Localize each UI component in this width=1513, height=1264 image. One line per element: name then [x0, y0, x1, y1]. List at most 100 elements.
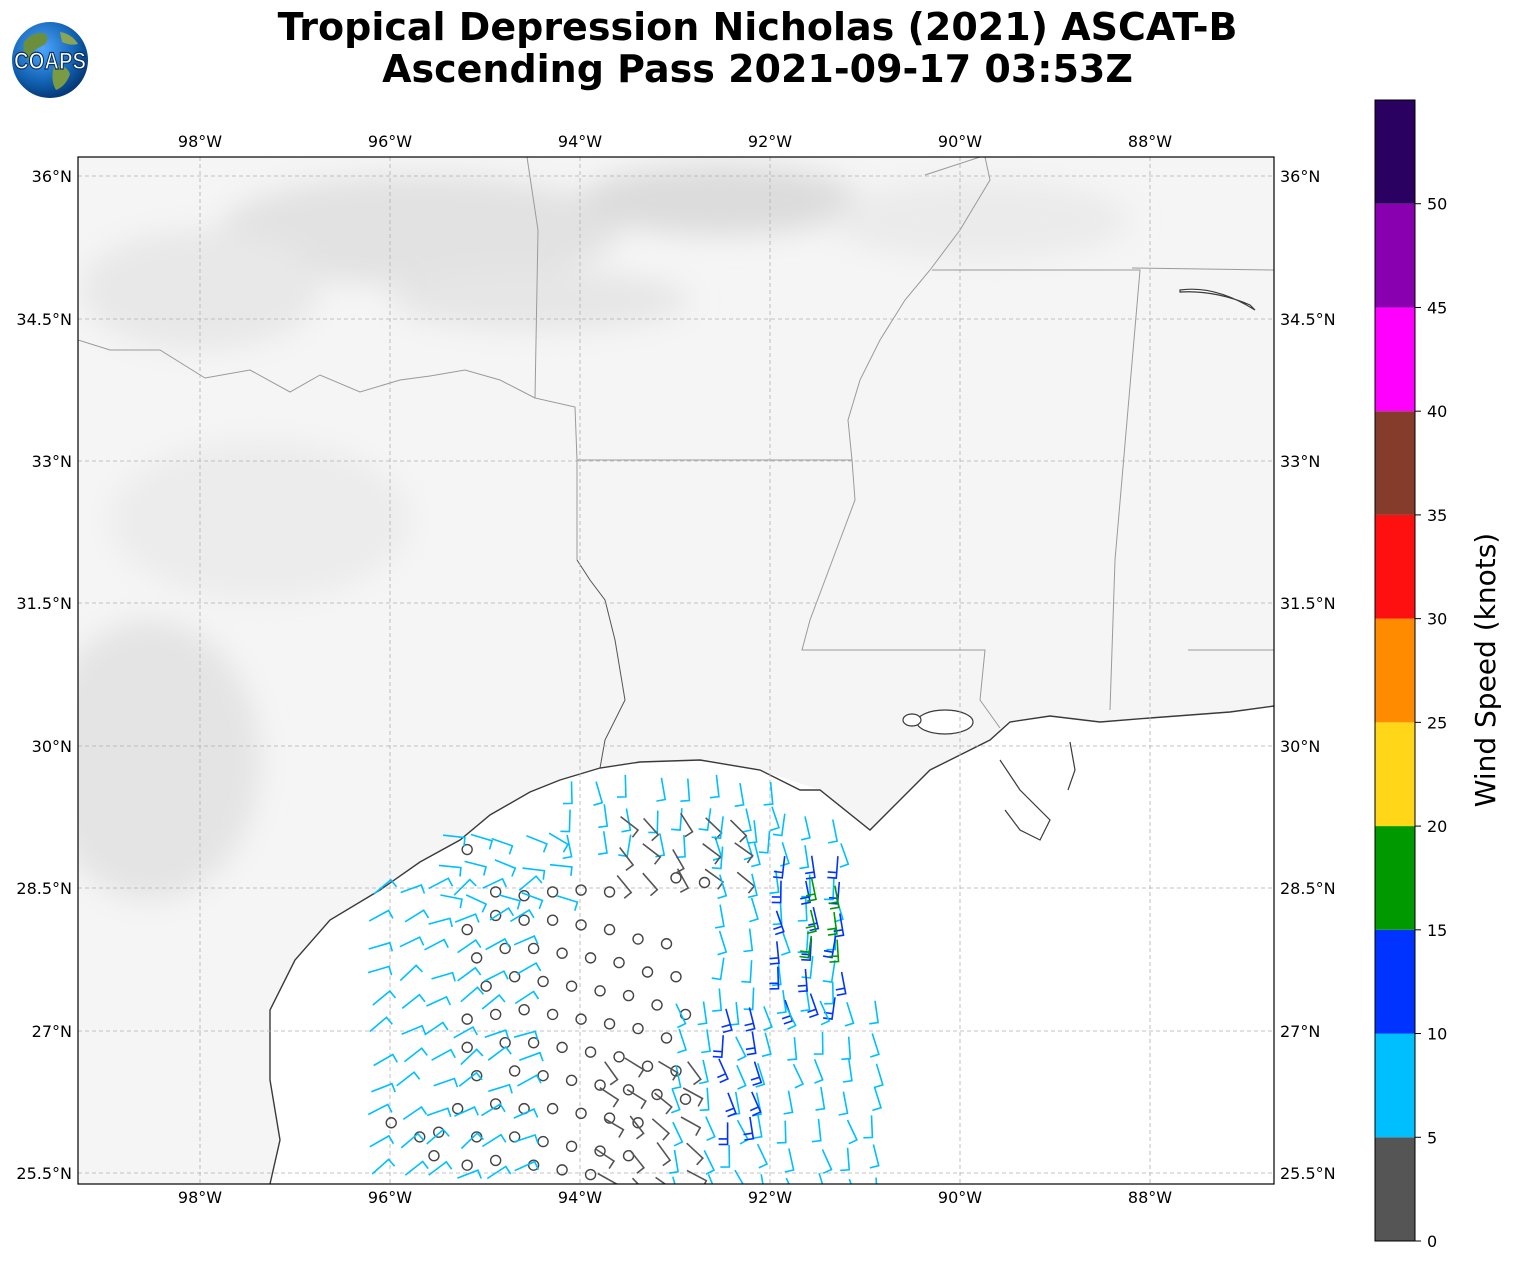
wind-barb — [781, 931, 791, 956]
wind-barb — [519, 1051, 544, 1062]
wind-barb — [513, 935, 539, 946]
wind-barb — [718, 1122, 729, 1146]
wind-barb — [747, 820, 758, 844]
wind-barb — [752, 1092, 763, 1117]
wind-barb — [465, 894, 488, 913]
wind-barb — [781, 999, 794, 1025]
calm-wind-marker — [679, 1093, 692, 1105]
calm-wind-marker — [632, 1117, 644, 1129]
wind-barb — [813, 1031, 824, 1055]
wind-barb — [597, 831, 608, 856]
wind-barb — [556, 894, 579, 911]
lon-tick-bottom: 90°W — [938, 1188, 982, 1207]
colorbar: 0 5 10 15 20 25 30 35 40 45 50 Wind Speed (knots) — [1374, 99, 1502, 1251]
lat-tick-right: 31.5°N — [1280, 594, 1336, 613]
lon-tick-bottom: 94°W — [558, 1188, 602, 1207]
wind-barb — [769, 941, 780, 965]
wind-barb — [800, 880, 812, 905]
wind-barb — [712, 1035, 724, 1059]
wind-barb — [516, 962, 542, 975]
wind-barb — [784, 1148, 795, 1173]
wind-barb — [655, 1176, 667, 1184]
wind-barb — [771, 962, 782, 987]
lat-tick-left: 36°N — [32, 167, 72, 186]
logo-text: COAPS — [14, 48, 86, 75]
calm-wind-marker — [489, 886, 502, 898]
wind-barb — [755, 1063, 766, 1088]
wind-barb — [752, 1114, 763, 1140]
lat-tick-left: 30°N — [32, 737, 72, 756]
wind-barb — [744, 1007, 756, 1032]
wind-barb — [712, 988, 723, 1012]
wind-barb — [773, 856, 786, 879]
wind-barb — [745, 1031, 757, 1056]
wind-barb — [800, 816, 811, 841]
wind-barb — [371, 1082, 396, 1093]
wind-barb — [863, 1115, 874, 1139]
wind-barb — [750, 1061, 763, 1087]
colorbar-bin — [1375, 100, 1415, 204]
longitude-ticks-top: 98°W 96°W 94°W 92°W 90°W 88°W — [178, 132, 1172, 151]
colorbar-tick-label: 40 — [1427, 402, 1447, 421]
wind-barb — [400, 883, 426, 894]
wind-barb — [404, 1160, 429, 1176]
wind-barb — [654, 1092, 673, 1115]
wind-barb — [676, 834, 686, 859]
wind-barb — [675, 1003, 687, 1029]
wind-barb — [870, 1033, 880, 1058]
wind-barb — [819, 1000, 831, 1026]
wind-barb — [801, 874, 812, 898]
wind-barb — [844, 1001, 855, 1027]
colorbar-tick-label: 30 — [1427, 610, 1447, 629]
lat-tick-right: 27°N — [1280, 1022, 1320, 1041]
wind-barb — [428, 917, 453, 928]
wind-barb — [489, 906, 515, 921]
wind-barb — [792, 1063, 805, 1089]
lon-tick-top: 94°W — [558, 132, 602, 151]
lat-tick-left: 28.5°N — [16, 879, 72, 898]
calm-wind-marker — [613, 956, 625, 969]
colorbar-bin — [1375, 307, 1415, 412]
colorbar-label: Wind Speed (knots) — [1469, 533, 1502, 807]
wind-barb — [603, 1117, 625, 1138]
wind-barb — [481, 993, 506, 1010]
wind-barb — [619, 847, 635, 872]
wind-barb — [458, 1071, 483, 1087]
wind-barb — [522, 867, 546, 880]
wind-barb — [680, 812, 694, 838]
wind-barb — [721, 1008, 733, 1034]
calm-wind-marker — [527, 1036, 540, 1049]
lon-tick-bottom: 92°W — [748, 1188, 792, 1207]
calm-wind-marker — [651, 1088, 663, 1101]
gulf-coastline — [269, 705, 1274, 1184]
wind-barb — [828, 819, 839, 844]
inland-lakes — [902, 288, 1256, 735]
wind-barb — [799, 845, 810, 870]
wind-barb — [705, 1116, 716, 1142]
wind-barb — [797, 968, 809, 993]
lat-tick-left: 25.5°N — [16, 1164, 72, 1183]
lat-tick-left: 33°N — [32, 452, 72, 471]
wind-barb — [734, 1169, 744, 1184]
wind-barb — [823, 877, 835, 901]
wind-barb — [717, 874, 728, 900]
wind-barb — [682, 1087, 704, 1107]
wind-barb — [741, 960, 753, 984]
wind-barb — [373, 1053, 398, 1067]
wind-barb — [599, 1087, 620, 1108]
wind-barb — [426, 1107, 452, 1118]
wind-barb — [743, 987, 755, 1011]
wind-barb — [736, 1064, 747, 1090]
lon-tick-bottom: 88°W — [1128, 1188, 1172, 1207]
wind-barb — [440, 894, 463, 909]
wind-barb — [513, 1133, 539, 1144]
wind-barb — [629, 1150, 646, 1174]
wind-barb — [699, 1087, 710, 1112]
map-plot-area[interactable] — [40, 156, 1275, 1203]
wind-barb — [807, 993, 819, 1019]
wind-barb — [367, 965, 393, 976]
latitude-ticks-right: 36°N 34.5°N 33°N 31.5°N 30°N 28.5°N 27°N… — [1280, 167, 1336, 1183]
colorbar-tick-label: 25 — [1427, 713, 1447, 732]
wind-barb — [799, 935, 813, 959]
wind-barb — [485, 937, 510, 951]
